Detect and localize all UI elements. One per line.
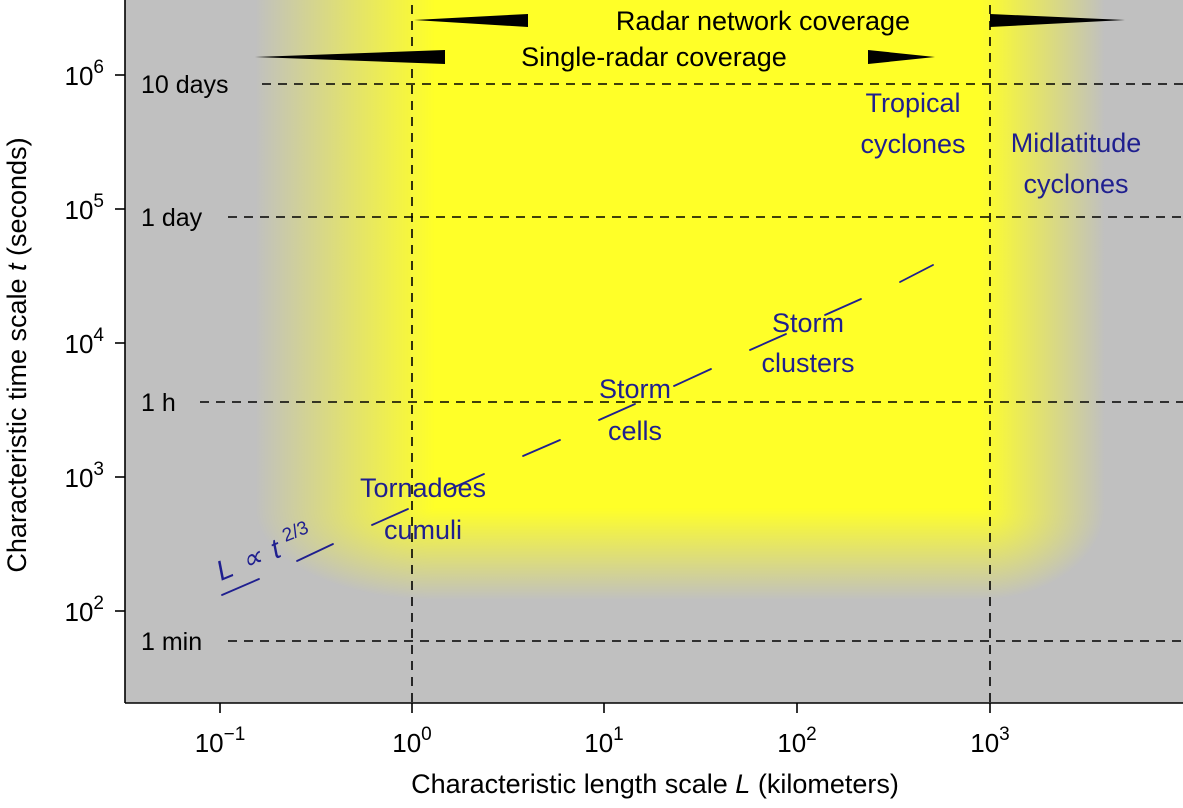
y-tick-label: 104 [65,325,105,359]
label-tropical-1: Tropical [865,88,960,118]
y-axis-title: Characteristic time scale t (seconds) [2,137,32,572]
label-midlatitude-2: cyclones [1023,169,1128,199]
x-tick-label: 103 [970,724,1010,758]
network-arrow-left [414,14,528,27]
label-storm-clusters-1: Storm [772,308,844,338]
y-tick-label: 103 [65,459,105,493]
x-tick-label: 100 [392,724,432,758]
label-tropical-2: cyclones [860,129,965,159]
y-tick-label: 102 [65,593,105,627]
x-tick-label: 101 [584,724,624,758]
marker-1-day: 1 day [141,204,203,232]
marker-10-days: 10 days [141,71,229,99]
x-tick-labels: 10−1 100 101 102 103 [195,724,1010,758]
reference-lines [200,5,1183,703]
scaling-relation-line [221,264,934,596]
x-tick-label: 102 [777,724,817,758]
label-storm-cells-2: cells [608,416,662,446]
single-arrow-right [868,50,935,64]
single-coverage-label: Single-radar coverage [521,42,787,72]
network-coverage-label: Radar network coverage [616,6,910,36]
label-storm-clusters-2: clusters [761,348,854,378]
marker-1-min: 1 min [141,628,202,656]
label-tornadoes: Tornadoes [360,473,486,503]
time-markers: 10 days 1 day 1 h 1 min [141,71,229,656]
network-arrow-right [990,14,1125,27]
label-cumuli: cumuli [384,515,462,545]
phenomena-labels: Tornadoes cumuli Storm cells Storm clust… [360,88,1141,545]
coverage-region [255,0,1105,600]
label-midlatitude-1: Midlatitude [1011,128,1142,158]
single-arrow-left [255,50,445,64]
y-tick-label: 106 [65,57,105,91]
axes [115,0,1183,713]
x-tick-label: 10−1 [195,724,246,758]
marker-1-h: 1 h [141,389,176,417]
coverage-arrows [255,14,1125,64]
y-tick-labels: 102 103 104 105 106 [65,57,105,627]
y-tick-label: 105 [65,191,105,225]
x-axis-title: Characteristic length scale L (kilometer… [411,769,899,799]
label-storm-cells-1: Storm [599,374,671,404]
